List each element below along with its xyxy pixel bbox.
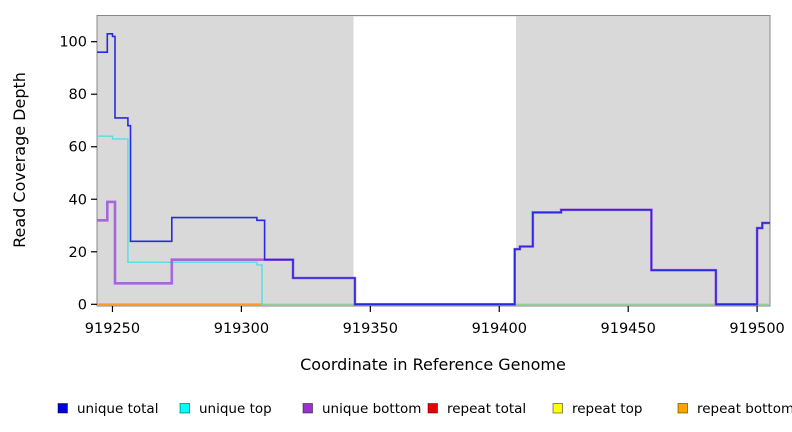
legend: unique total unique top unique bottom repea…: [57, 401, 792, 417]
y-tick-label: 80: [69, 87, 87, 103]
legend-label: unique total: [77, 401, 158, 417]
legend-item: unique total: [57, 401, 158, 417]
legend-item: repeat total: [427, 401, 526, 417]
legend-label: unique bottom: [322, 401, 421, 417]
legend-label: repeat top: [572, 401, 642, 417]
x-axis-title: Coordinate in Reference Genome: [300, 355, 566, 374]
legend-item: unique top: [179, 401, 272, 417]
x-tick-label: 919350: [343, 321, 398, 337]
legend-item: repeat bottom: [677, 401, 792, 417]
legend-swatch-icon: [552, 403, 563, 414]
x-tick-label: 919300: [214, 321, 269, 337]
legend-label: repeat bottom: [697, 401, 792, 417]
legend-label: unique top: [199, 401, 272, 417]
legend-label: repeat total: [447, 401, 526, 417]
plot-border: [96, 15, 771, 307]
y-tick-label: 20: [69, 245, 87, 261]
zero-coverage-gap-band: [353, 16, 517, 305]
y-axis-title: Read Coverage Depth: [10, 72, 29, 248]
series-line-unique-total: [97, 33, 770, 306]
legend-item: unique bottom: [302, 401, 421, 417]
legend-swatch-icon: [427, 403, 438, 414]
legend-swatch-icon: [57, 403, 68, 414]
x-tick-label: 919450: [601, 321, 656, 337]
x-tick-label: 919400: [472, 321, 527, 337]
legend-swatch-icon: [179, 403, 190, 414]
legend-item: repeat top: [552, 401, 642, 417]
legend-swatch-icon: [677, 403, 688, 414]
plot-area: [96, 15, 771, 307]
y-tick-label: 60: [69, 140, 87, 156]
legend-swatch-icon: [302, 403, 313, 414]
y-tick-label: 40: [69, 192, 87, 208]
x-tick-label: 919250: [85, 321, 140, 337]
axes: 919250 919300 919350 919400 919450 919500 0 20 4…: [59, 35, 784, 337]
series-line-unique-top: [97, 135, 265, 305]
x-tick-label: 919500: [729, 321, 784, 337]
y-tick-label: 0: [78, 297, 87, 313]
y-tick-label: 100: [59, 35, 87, 51]
